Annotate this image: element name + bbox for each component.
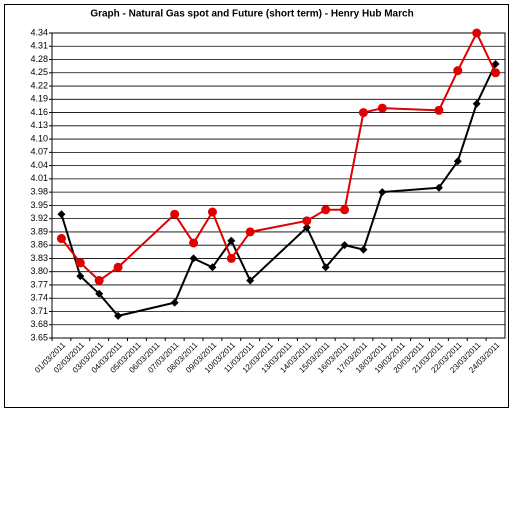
point bbox=[321, 263, 330, 272]
point bbox=[378, 188, 387, 197]
point bbox=[340, 241, 349, 250]
point bbox=[434, 105, 444, 115]
y-tick-label: 4.16 bbox=[30, 107, 48, 117]
y-tick-label: 3.80 bbox=[30, 266, 48, 276]
y-tick-label: 4.31 bbox=[30, 41, 48, 51]
point bbox=[434, 183, 443, 192]
point bbox=[189, 238, 199, 248]
point bbox=[94, 276, 104, 286]
y-tick-label: 4.28 bbox=[30, 54, 48, 64]
y-tick-label: 4.13 bbox=[30, 120, 48, 130]
y-tick-label: 3.92 bbox=[30, 213, 48, 223]
point bbox=[359, 245, 368, 254]
y-tick-label: 4.19 bbox=[30, 94, 48, 104]
y-tick-label: 3.83 bbox=[30, 253, 48, 263]
point bbox=[76, 272, 85, 281]
point bbox=[227, 236, 236, 245]
point bbox=[75, 258, 85, 268]
series-line bbox=[60, 63, 497, 318]
point bbox=[57, 210, 66, 219]
y-tick-label: 3.68 bbox=[30, 319, 48, 329]
point bbox=[207, 207, 217, 217]
point bbox=[491, 59, 500, 68]
point bbox=[358, 108, 368, 118]
point bbox=[189, 254, 198, 263]
point bbox=[95, 289, 104, 298]
point bbox=[113, 262, 123, 272]
point bbox=[472, 28, 482, 38]
point bbox=[491, 68, 501, 78]
point bbox=[170, 209, 180, 219]
y-tick-label: 4.22 bbox=[30, 80, 48, 90]
y-tick-label: 3.74 bbox=[30, 293, 48, 303]
y-tick-label: 3.98 bbox=[30, 187, 48, 197]
point bbox=[472, 99, 481, 108]
point bbox=[56, 234, 66, 244]
y-tick-label: 3.71 bbox=[30, 306, 48, 316]
point bbox=[321, 205, 331, 215]
plot-area bbox=[51, 32, 506, 339]
point bbox=[114, 311, 123, 320]
point bbox=[208, 263, 217, 272]
y-tick-label: 4.10 bbox=[30, 133, 48, 143]
y-tick-label: 4.01 bbox=[30, 173, 48, 183]
point bbox=[246, 276, 255, 285]
chart-title: Graph - Natural Gas spot and Future (sho… bbox=[90, 9, 413, 20]
y-tick-label: 3.77 bbox=[30, 279, 48, 289]
y-tick-label: 4.34 bbox=[30, 27, 48, 37]
point bbox=[302, 216, 312, 226]
y-tick-label: 4.04 bbox=[30, 160, 48, 170]
point bbox=[170, 298, 179, 307]
point bbox=[226, 253, 236, 263]
y-tick-label: 4.07 bbox=[30, 147, 48, 157]
point bbox=[245, 227, 255, 237]
point bbox=[453, 66, 463, 76]
y-tick-label: 3.65 bbox=[30, 332, 48, 342]
point bbox=[377, 103, 387, 113]
y-tick-label: 3.95 bbox=[30, 200, 48, 210]
y-tick-label: 4.25 bbox=[30, 67, 48, 77]
y-tick-label: 3.89 bbox=[30, 226, 48, 236]
y-tick-label: 3.86 bbox=[30, 240, 48, 250]
point bbox=[340, 205, 350, 215]
point bbox=[302, 223, 311, 232]
point bbox=[453, 157, 462, 166]
